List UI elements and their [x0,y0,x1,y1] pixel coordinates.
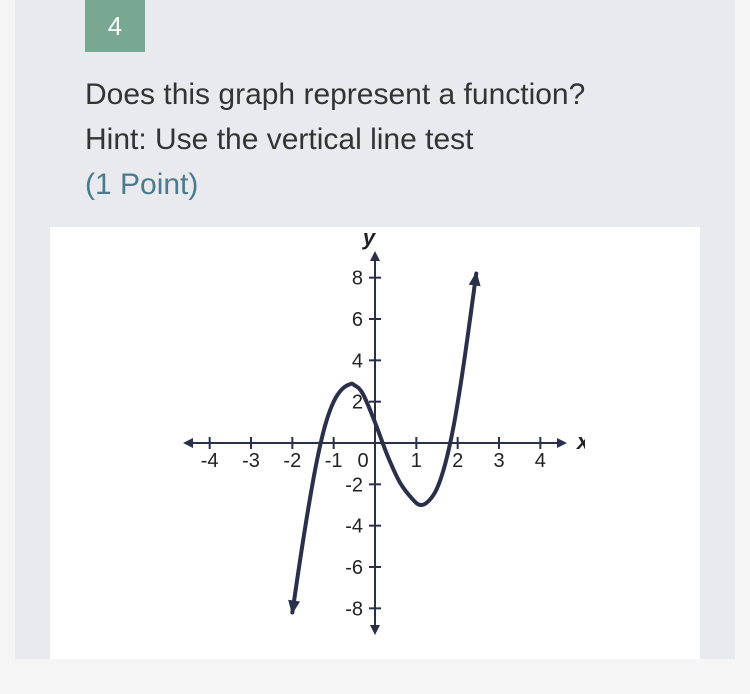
svg-text:4: 4 [352,350,363,372]
svg-text:6: 6 [352,309,363,331]
svg-text:-6: -6 [345,557,363,579]
svg-text:3: 3 [493,450,504,472]
svg-text:x: x [576,429,585,454]
question-number-box: 4 [85,0,145,52]
svg-text:1: 1 [411,450,422,472]
question-line1: Does this graph represent a function? [85,72,695,117]
svg-text:-3: -3 [242,450,260,472]
question-number: 4 [108,11,122,42]
svg-text:-2: -2 [283,450,301,472]
svg-text:8: 8 [352,268,363,290]
svg-text:-4: -4 [201,450,219,472]
question-text: Does this graph represent a function? Hi… [15,52,735,227]
svg-text:0: 0 [357,450,368,472]
svg-text:-1: -1 [325,450,343,472]
function-graph: -4-3-2-101234-8-6-4-22468xy [165,233,585,653]
chart-container: -4-3-2-101234-8-6-4-22468xy [50,227,700,659]
svg-text:4: 4 [535,450,546,472]
question-card: 4 Does this graph represent a function? … [15,0,735,659]
svg-text:-8: -8 [345,598,363,620]
svg-text:y: y [362,233,377,250]
svg-text:-2: -2 [345,474,363,496]
question-line2: Hint: Use the vertical line test [85,117,695,162]
svg-text:-4: -4 [345,516,363,538]
points-label: (1 Point) [85,162,695,207]
svg-text:2: 2 [452,450,463,472]
